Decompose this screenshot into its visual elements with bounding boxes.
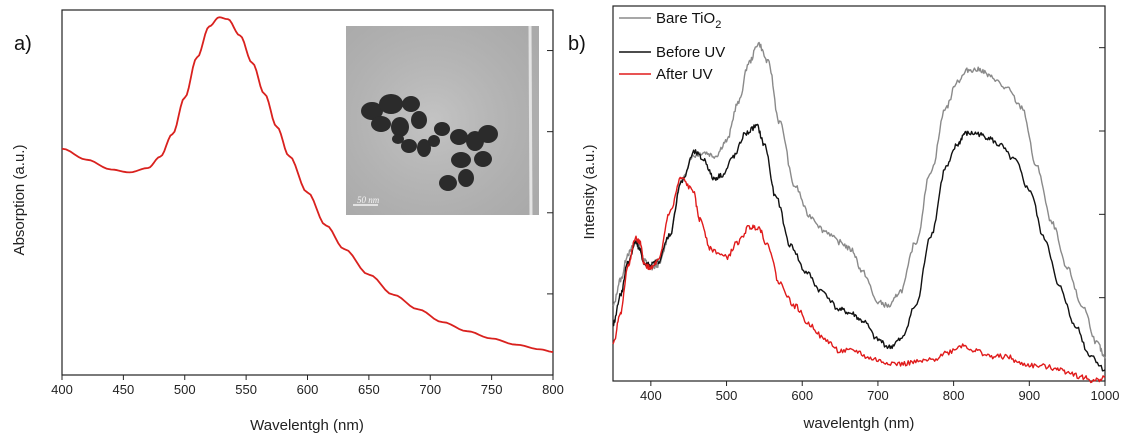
tem-inset-image: 50 nm bbox=[346, 25, 539, 216]
legend-bare-name: Bare TiO bbox=[656, 10, 715, 27]
legend-bare-subscript: 2 bbox=[715, 19, 721, 31]
plot-b-y-ticks bbox=[1099, 47, 1105, 299]
x-tick-label: 500 bbox=[174, 382, 196, 397]
x-tick-label: 900 bbox=[1018, 388, 1040, 403]
series-line-0 bbox=[61, 16, 554, 353]
x-tick-label: 700 bbox=[867, 388, 889, 403]
series-line-0 bbox=[612, 41, 1106, 359]
series-line-1 bbox=[612, 123, 1106, 372]
legend-label-bare-tio2: Bare TiO2 bbox=[656, 10, 721, 31]
plot-a-series bbox=[61, 16, 554, 353]
tem-nanoparticles bbox=[361, 94, 498, 191]
series-line-2 bbox=[612, 176, 1106, 384]
legend-label-after-uv: After UV bbox=[656, 66, 713, 83]
x-tick-label: 450 bbox=[113, 382, 135, 397]
x-tick-label: 700 bbox=[419, 382, 441, 397]
plot-b-series bbox=[612, 41, 1106, 384]
x-tick-label: 550 bbox=[235, 382, 257, 397]
intensity-plot: 400 500 600 700 800 900 1000 Bare TiO2 Before … bbox=[581, 5, 1119, 432]
legend-label-before-uv: Before UV bbox=[656, 44, 725, 61]
plot-b-legend: Bare TiO2 Before UV After UV bbox=[619, 10, 725, 83]
plot-b-x-axis-label: wavelentgh (nm) bbox=[803, 415, 915, 432]
plot-a-x-axis-label: Wavelentgh (nm) bbox=[250, 417, 364, 434]
plot-a-y-ticks bbox=[547, 50, 553, 295]
x-tick-label: 800 bbox=[542, 382, 564, 397]
panel-b-label: b) bbox=[568, 33, 586, 55]
x-tick-label: 600 bbox=[297, 382, 319, 397]
x-tick-label: 400 bbox=[51, 382, 73, 397]
plot-b-y-axis-label: Intensity (a.u.) bbox=[581, 144, 598, 239]
plot-b-frame bbox=[612, 5, 1106, 382]
x-tick-label: 800 bbox=[943, 388, 965, 403]
plot-b-x-ticks: 400 500 600 700 800 900 1000 bbox=[640, 381, 1119, 403]
x-tick-label: 600 bbox=[791, 388, 813, 403]
absorption-plot: 400 450 500 550 600 650 700 750 800 bbox=[11, 9, 564, 434]
tem-film-edge bbox=[528, 25, 533, 216]
scale-bar-label: 50 nm bbox=[357, 195, 380, 205]
x-tick-label: 750 bbox=[481, 382, 503, 397]
x-tick-label: 650 bbox=[358, 382, 380, 397]
x-tick-label: 1000 bbox=[1091, 388, 1120, 403]
x-tick-label: 500 bbox=[716, 388, 738, 403]
plot-a-y-axis-label: Absorption (a.u.) bbox=[11, 145, 28, 256]
plot-a-x-ticks: 400 450 500 550 600 650 700 750 800 bbox=[51, 375, 564, 397]
x-tick-label: 400 bbox=[640, 388, 662, 403]
panel-a-label: a) bbox=[14, 33, 32, 55]
